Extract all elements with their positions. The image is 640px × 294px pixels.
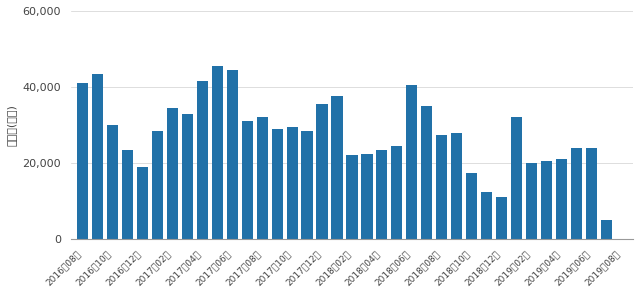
Bar [481, 191, 492, 239]
Bar [451, 133, 462, 239]
Bar [421, 106, 433, 239]
Bar [526, 163, 537, 239]
Bar [242, 121, 253, 239]
Bar [137, 167, 148, 239]
Bar [406, 85, 417, 239]
Bar [316, 104, 328, 239]
Bar [122, 150, 133, 239]
Bar [362, 153, 372, 239]
Bar [197, 81, 208, 239]
Bar [436, 135, 447, 239]
Bar [571, 148, 582, 239]
Bar [466, 173, 477, 239]
Bar [600, 220, 612, 239]
Bar [376, 150, 387, 239]
Y-axis label: 거래량(건수): 거래량(건수) [7, 104, 17, 146]
Bar [391, 146, 403, 239]
Bar [152, 131, 163, 239]
Bar [496, 197, 507, 239]
Bar [212, 66, 223, 239]
Bar [77, 83, 88, 239]
Bar [556, 159, 567, 239]
Bar [301, 131, 313, 239]
Bar [346, 156, 358, 239]
Bar [541, 161, 552, 239]
Bar [227, 70, 238, 239]
Bar [271, 129, 283, 239]
Bar [257, 117, 268, 239]
Bar [92, 74, 104, 239]
Bar [511, 117, 522, 239]
Bar [182, 113, 193, 239]
Bar [107, 125, 118, 239]
Bar [332, 96, 342, 239]
Bar [287, 127, 298, 239]
Bar [586, 148, 596, 239]
Bar [167, 108, 178, 239]
